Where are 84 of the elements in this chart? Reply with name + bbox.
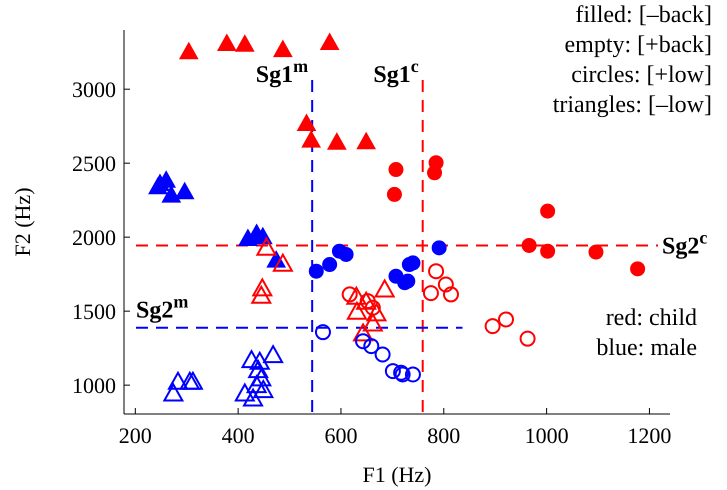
point [320,32,340,50]
point [297,114,316,132]
point [273,40,292,58]
point [522,238,537,253]
point [308,264,324,279]
point [251,286,272,304]
point [588,244,604,260]
point [374,279,395,298]
point [384,363,401,380]
x-tick-label: 800 [427,423,460,448]
point [327,132,346,150]
point [314,324,331,340]
y-tick-label: 2000 [72,225,116,250]
point [250,352,270,370]
point [346,286,366,305]
point [438,276,454,293]
x-tick-label: 200 [118,423,152,448]
point [540,244,556,259]
point [251,368,272,386]
point [362,313,383,332]
ref-line-label: Sg1$^{c}$ [373,56,419,88]
point [498,311,514,328]
point [322,257,338,272]
x-tick-label: 400 [222,423,255,448]
point [252,278,272,296]
point [428,263,444,280]
point [484,318,501,334]
point [179,42,198,60]
point [386,186,402,202]
point [366,303,386,322]
point [422,285,439,302]
annotation: red: child [606,305,697,331]
point [356,132,376,150]
point [248,360,268,378]
point [148,177,168,194]
point [253,380,274,398]
point [363,338,380,354]
point [168,372,188,390]
point [353,323,374,342]
x-axis-title: F1 (Hz) [362,462,432,487]
point [442,286,459,302]
y-axis-title: F2 (Hz) [10,187,35,257]
x-tick-label: 600 [324,423,358,448]
ref-line-label: Sg2$^{m}$ [136,292,188,324]
point [520,330,536,347]
point [163,383,184,402]
point [256,238,276,256]
y-tick-label: 1500 [72,299,116,324]
point [432,240,447,256]
point [182,372,203,390]
annotation: empty: [+back] [564,32,712,58]
point [242,350,262,368]
x-tick-label: 1000 [524,423,569,448]
point [355,333,372,350]
point [234,383,255,402]
point [374,346,391,363]
point [427,165,442,180]
x-tick-label: 1200 [627,423,672,448]
annotation: triangles: [–low] [552,92,712,118]
point [235,34,254,52]
ref-line-label: Sg1$^{m}$ [256,56,308,88]
text: filled: [–back] [575,2,712,28]
point [302,130,321,148]
point [217,34,236,51]
point [162,186,181,203]
point [404,366,421,382]
ref-line-label: Sg2$^{c}$ [662,227,708,260]
point [540,204,556,219]
point [246,375,267,394]
point [272,254,293,272]
point [243,388,264,406]
y-tick-label: 1000 [72,373,116,398]
point [175,182,194,200]
point [388,162,404,178]
y-tick-label: 3000 [72,77,116,102]
point [356,292,376,310]
annotation: circles: [+low] [571,62,712,88]
point [263,345,284,364]
annotation: blue: male [596,335,697,361]
y-tick-label: 2500 [72,151,116,176]
point [630,261,646,276]
point [346,302,367,320]
point [180,372,200,390]
point [338,246,354,262]
